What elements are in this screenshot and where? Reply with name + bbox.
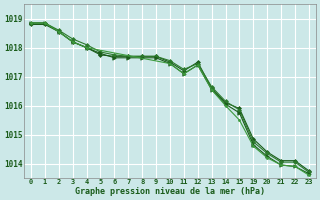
X-axis label: Graphe pression niveau de la mer (hPa): Graphe pression niveau de la mer (hPa) bbox=[75, 187, 265, 196]
